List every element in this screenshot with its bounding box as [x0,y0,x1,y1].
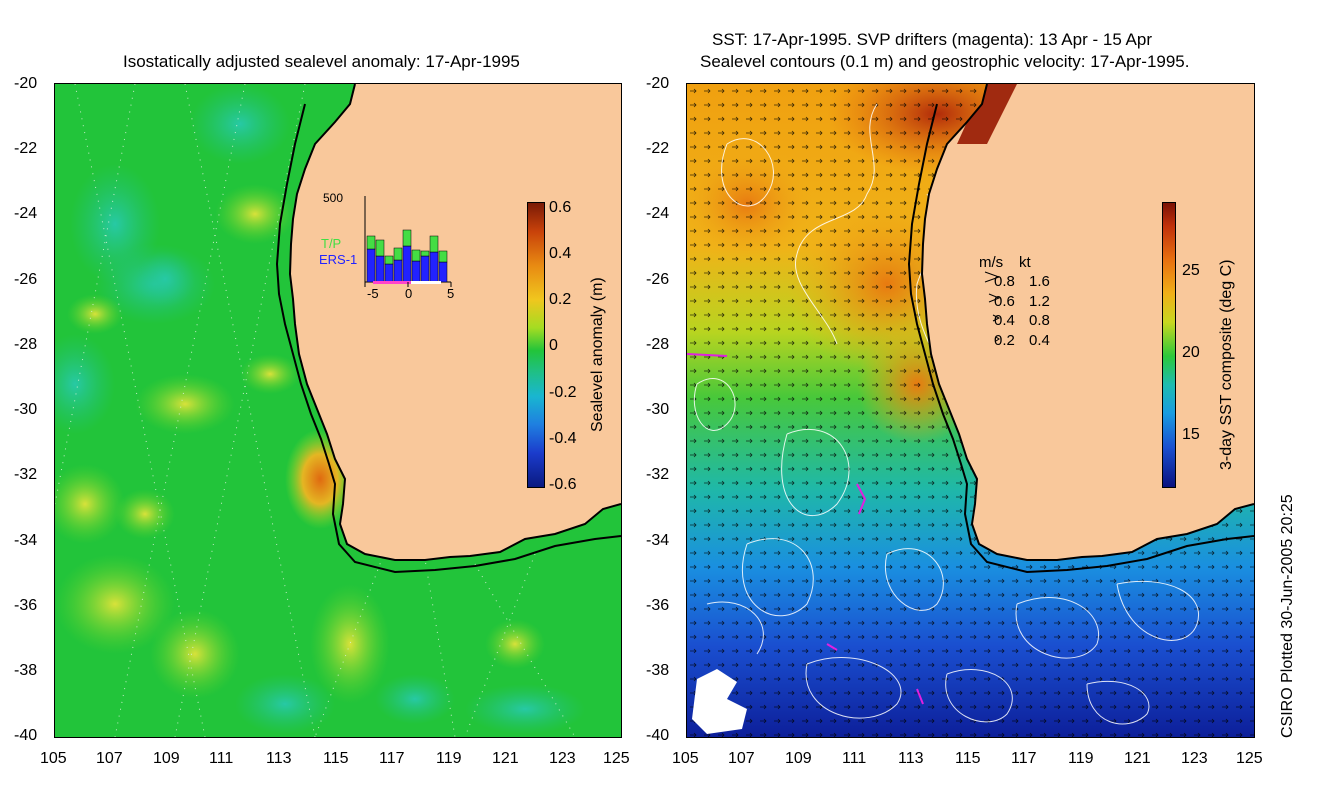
right-x-tick: 121 [1124,750,1151,767]
inset-legend-ers: ERS-1 [319,252,358,267]
right-cb-tick: 25 [1182,262,1200,279]
right-y-tick: -24 [646,205,670,222]
left-cb-tick: -0.2 [549,384,577,401]
right-x-tick: 125 [1236,750,1263,767]
inset-x-tick-1: -5 [367,286,379,301]
velocity-kt-value: 1.6 [1029,273,1050,290]
left-x-tick: 123 [549,750,576,767]
right-map: m/s kt 0.8 1.6 0.6 1.2 0.4 0.8 0.2 0.4 [686,83,1255,738]
velocity-kt-value: 1.2 [1029,293,1050,310]
right-y-tick: -38 [646,662,670,679]
inset-x-tick-2: 0 [405,286,413,301]
left-cb-tick: 0.6 [549,199,572,216]
left-x-tick: 119 [436,750,462,767]
right-colorbar-label: 3-day SST composite (deg C) [1218,259,1235,470]
velocity-legend-arrows [984,271,1001,342]
left-x-tick: 125 [603,750,630,767]
velocity-header-ms: m/s [979,254,1004,271]
velocity-ms-value: 0.8 [994,273,1015,290]
left-cb-tick: 0 [549,337,558,354]
right-x-tick: 105 [672,750,699,767]
velocity-kt-value: 0.4 [1029,332,1050,349]
right-y-tick: -28 [646,336,670,353]
right-x-tick: 107 [728,750,755,767]
left-cb-tick: 0.4 [549,245,572,262]
left-x-tick: 111 [209,750,234,767]
right-x-tick: 117 [1011,750,1037,767]
right-cb-tick: 20 [1182,344,1200,361]
right-y-tick: -32 [646,466,670,483]
inset-legend-tp: T/P [321,236,342,251]
left-y-tick: -20 [14,75,38,92]
right-cb-tick: 15 [1182,426,1200,443]
inset-y-top-label: 500 [323,191,344,205]
right-y-tick: -40 [646,727,670,744]
right-x-tick: 119 [1068,750,1094,767]
right-y-tick: -26 [646,271,670,288]
velocity-header-kt: kt [1019,254,1031,271]
right-x-tick: 123 [1181,750,1208,767]
right-x-tick: 113 [898,750,924,767]
right-y-tick: -30 [646,401,670,418]
left-y-tick: -30 [14,401,38,418]
inset-histogram [364,196,452,287]
right-x-tick: 109 [785,750,812,767]
velocity-ms-value: 0.4 [994,312,1015,329]
right-map-graphic [687,84,1254,737]
left-y-tick: -38 [14,662,38,679]
left-x-tick: 121 [492,750,519,767]
left-cb-tick: 0.2 [549,291,572,308]
left-x-tick: 105 [40,750,67,767]
velocity-kt-value: 0.8 [1029,312,1050,329]
inset-x-tick-3: 5 [447,286,455,301]
left-x-tick: 115 [323,750,349,767]
left-x-tick: 113 [266,750,292,767]
left-cb-tick: -0.4 [549,430,577,447]
left-y-tick: -26 [14,271,38,288]
left-y-tick: -24 [14,205,38,222]
left-y-tick: -36 [14,597,38,614]
right-y-tick: -36 [646,597,670,614]
plot-credit: CSIRO Plotted 30-Jun-2005 20:25 [1279,494,1296,738]
left-y-tick: -28 [14,336,38,353]
left-colorbar [527,202,545,488]
right-y-tick: -34 [646,532,670,549]
left-x-tick: 107 [96,750,123,767]
right-panel-title-line2: Sealevel contours (0.1 m) and geostrophi… [700,52,1190,71]
right-y-tick: -20 [646,75,670,92]
left-cb-tick: -0.6 [549,476,577,493]
velocity-ms-value: 0.2 [994,332,1015,349]
right-colorbar [1162,202,1176,488]
right-x-tick: 115 [955,750,981,767]
right-panel-title-line1: SST: 17-Apr-1995. SVP drifters (magenta)… [712,30,1153,49]
right-x-tick: 111 [842,750,867,767]
left-y-tick: -40 [14,727,38,744]
left-x-tick: 117 [379,750,405,767]
right-y-tick: -22 [646,140,670,157]
left-panel-title: Isostatically adjusted sealevel anomaly:… [123,52,520,71]
left-y-tick: -32 [14,466,38,483]
left-y-tick: -22 [14,140,38,157]
left-x-tick: 109 [153,750,180,767]
velocity-ms-value: 0.6 [994,293,1015,310]
left-colorbar-label: Sealevel anomaly (m) [589,277,606,432]
left-y-tick: -34 [14,532,38,549]
